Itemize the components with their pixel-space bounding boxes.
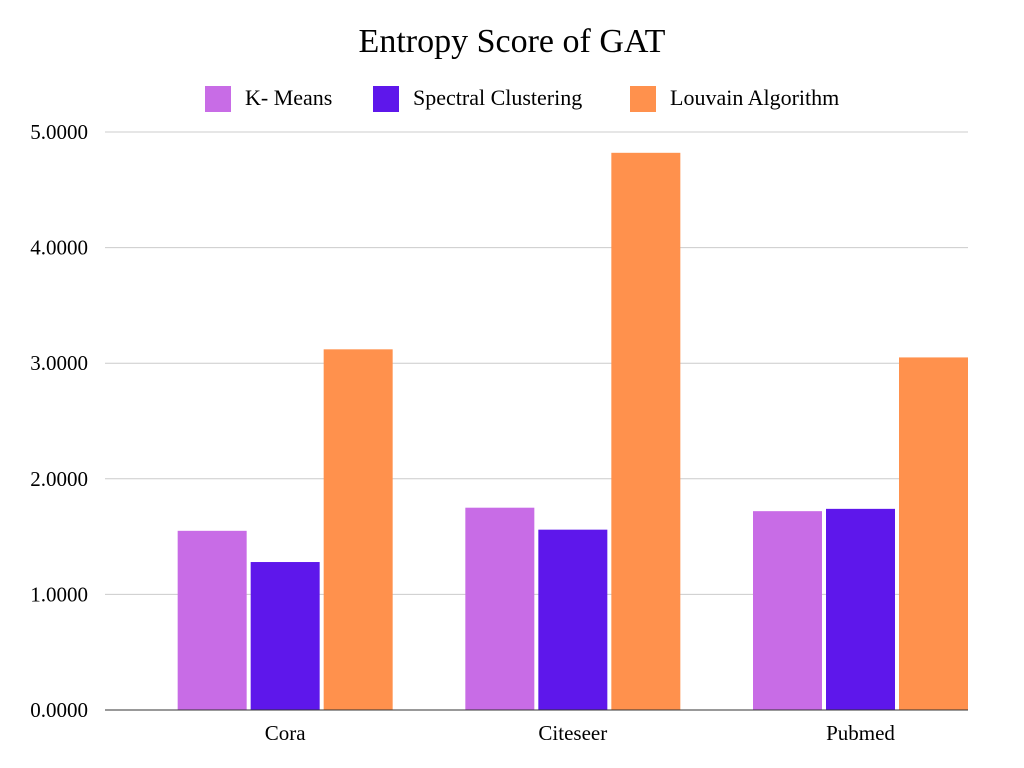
chart-legend: K- Means Spectral Clustering Louvain Algor…	[205, 85, 839, 112]
bar-citeseer-2	[538, 529, 608, 710]
legend-label: Spectral Clustering	[413, 85, 582, 110]
chart-title: Entropy Score of GAT	[359, 23, 666, 60]
y-axis: 0.0000 1.0000 2.0000 3.0000 4.0000 5.0000	[30, 120, 88, 722]
y-tick-label: 0.0000	[30, 698, 88, 722]
bar-pubmed-1	[753, 511, 822, 710]
gridlines	[105, 131, 968, 595]
legend-label: Louvain Algorithm	[670, 85, 839, 110]
y-tick-label: 1.0000	[30, 582, 88, 606]
x-tick-label: Pubmed	[826, 721, 895, 745]
bar-cora-1	[177, 530, 247, 710]
bar-pubmed-2	[826, 508, 895, 710]
legend-swatch	[630, 86, 656, 112]
bar-pubmed-3	[899, 357, 968, 710]
y-tick-label: 2.0000	[30, 467, 88, 491]
bars	[177, 152, 968, 711]
bar-citeseer-3	[611, 152, 681, 711]
bar-cora-2	[250, 562, 320, 710]
x-axis: Cora Citeseer Pubmed	[105, 709, 968, 745]
legend-label: K- Means	[245, 85, 332, 110]
y-tick-label: 3.0000	[30, 351, 88, 375]
y-tick-label: 5.0000	[30, 120, 88, 144]
legend-swatch	[373, 86, 399, 112]
x-tick-label: Citeseer	[538, 721, 607, 745]
legend-swatch	[205, 86, 231, 112]
x-tick-label: Cora	[265, 721, 307, 745]
bar-citeseer-1	[465, 507, 535, 710]
y-tick-label: 4.0000	[30, 236, 88, 260]
bar-cora-3	[323, 349, 393, 710]
